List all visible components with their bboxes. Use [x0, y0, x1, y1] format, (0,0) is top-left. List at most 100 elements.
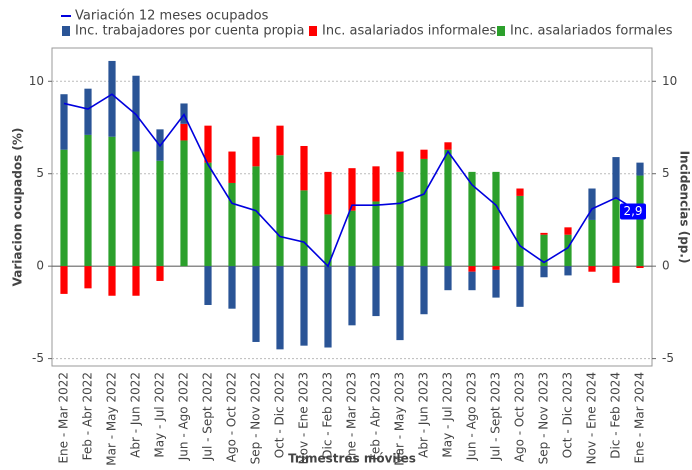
bar — [516, 266, 524, 307]
bar — [228, 266, 236, 309]
bar — [588, 188, 596, 220]
bar — [468, 171, 476, 267]
bar — [132, 151, 140, 267]
bar — [564, 266, 572, 276]
bar — [612, 157, 620, 200]
bar — [540, 266, 548, 278]
bar — [396, 266, 404, 341]
bar — [300, 190, 308, 267]
bar — [252, 136, 260, 167]
x-tick-label: Dic - Feb 2023 — [321, 372, 335, 459]
bar — [492, 266, 500, 270]
legend-label: Inc. asalariados informales — [322, 24, 497, 39]
bar — [276, 266, 284, 350]
bar — [444, 266, 452, 291]
bar — [132, 266, 140, 296]
y2-tick-label: 10 — [662, 74, 677, 88]
bar — [588, 266, 596, 272]
bar — [228, 151, 236, 183]
x-tick-label: Abr - Jun 2023 — [417, 372, 431, 458]
bar — [252, 166, 260, 267]
x-tick-label: Mar - May 2023 — [393, 372, 407, 466]
bar — [228, 182, 236, 267]
x-tick-label: Dic - Feb 2024 — [609, 372, 623, 459]
bar — [348, 168, 356, 211]
legend-swatch — [62, 26, 70, 36]
x-tick-label: Jun - Ago 2022 — [177, 372, 191, 461]
bar — [444, 142, 452, 150]
legend-label: Inc. asalariados formales — [510, 24, 673, 39]
x-tick-label: Jul - Sept 2022 — [201, 372, 215, 461]
legend-swatch — [497, 26, 505, 36]
bar — [636, 175, 644, 267]
bar — [300, 266, 308, 346]
bar — [204, 162, 212, 267]
x-tick-label: Ene - Mar 2024 — [633, 372, 647, 464]
x-tick-label: Nov - Ene 2024 — [585, 372, 599, 464]
bar — [60, 266, 68, 294]
bar — [396, 151, 404, 172]
x-tick-label: Ene - Mar 2023 — [345, 372, 359, 464]
legend-label: Variación 12 meses ocupados — [75, 9, 269, 24]
bar — [204, 125, 212, 163]
x-tick-label: Jun - Ago 2023 — [465, 372, 479, 461]
bar — [372, 266, 380, 317]
bar — [396, 171, 404, 267]
bar — [324, 266, 332, 348]
bar — [588, 219, 596, 267]
bar — [468, 271, 476, 291]
y2-tick-label: 0 — [662, 259, 670, 273]
bar — [156, 266, 164, 281]
bar — [348, 210, 356, 267]
bar — [348, 266, 356, 326]
bar — [180, 140, 188, 267]
bar — [540, 232, 548, 235]
x-tick-label: Ago - Oct 2023 — [513, 372, 527, 462]
bar — [444, 149, 452, 267]
x-tick-label: May - Jul 2023 — [441, 372, 455, 458]
bar — [564, 227, 572, 235]
bar — [540, 234, 548, 267]
bar — [324, 171, 332, 215]
x-tick-label: Ene - Mar 2022 — [57, 372, 71, 464]
bar — [156, 160, 164, 267]
bar — [60, 94, 68, 150]
end-label: 2,9 — [620, 203, 646, 220]
bar — [84, 266, 92, 289]
bar — [420, 149, 428, 159]
x-tick-label: May - Jul 2022 — [153, 372, 167, 458]
bar — [252, 266, 260, 342]
legend-label: Inc. trabajadores por cuenta propia — [75, 24, 304, 39]
x-tick-label: Ago - Oct 2022 — [225, 372, 239, 462]
bar — [300, 145, 308, 191]
bar — [612, 266, 620, 283]
bar — [324, 214, 332, 267]
end-label-box — [620, 203, 646, 220]
bar — [420, 266, 428, 315]
bar — [180, 123, 188, 141]
x-tick-label: Oct - Dic 2022 — [273, 372, 287, 458]
y-tick-label: -5 — [32, 351, 44, 365]
bar — [60, 149, 68, 267]
x-tick-label: Sep - Nov 2022 — [249, 372, 263, 464]
bar — [108, 266, 116, 296]
bar — [204, 266, 212, 305]
y2-tick-label: -5 — [662, 351, 674, 365]
y-tick-label: 5 — [36, 166, 44, 180]
x-tick-label: Oct - Dic 2023 — [561, 372, 575, 458]
bar — [516, 188, 524, 196]
bar — [612, 199, 620, 267]
bar — [516, 195, 524, 267]
x-tick-label: Jul - Sept 2023 — [489, 372, 503, 461]
bar — [372, 166, 380, 202]
end-label-text: 2,9 — [623, 204, 642, 218]
line — [63, 93, 641, 268]
bar — [276, 155, 284, 267]
bar — [492, 269, 500, 298]
x-tick-label: Sep - Nov 2023 — [537, 372, 551, 464]
bar — [108, 136, 116, 267]
y2-tick-label: 5 — [662, 166, 670, 180]
bar — [564, 234, 572, 267]
y-tick-label: 10 — [29, 74, 44, 88]
